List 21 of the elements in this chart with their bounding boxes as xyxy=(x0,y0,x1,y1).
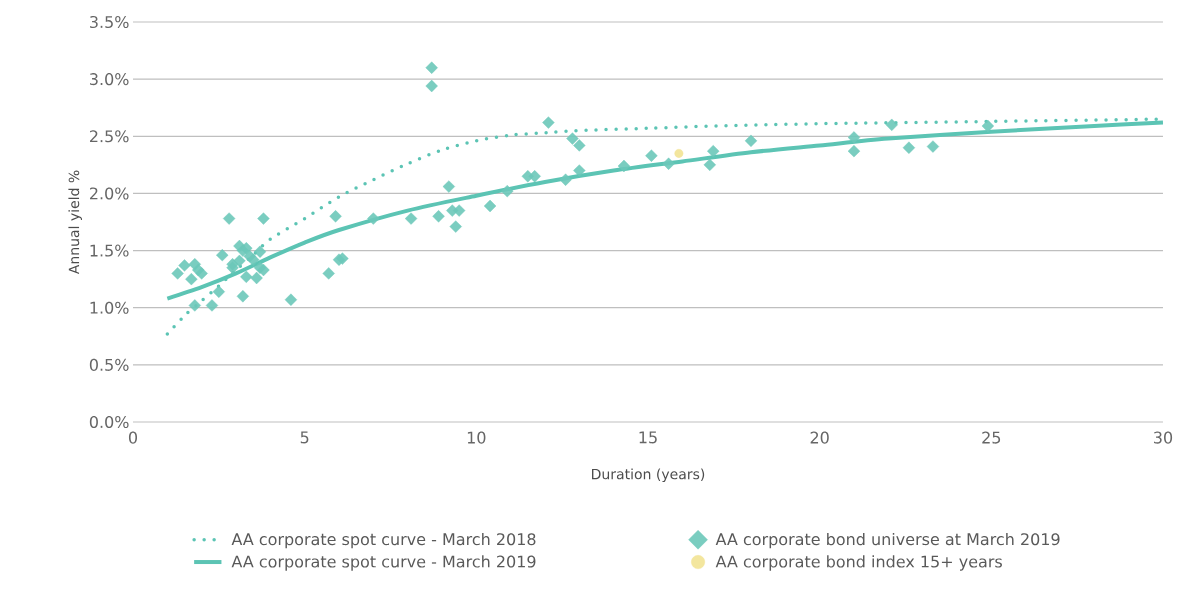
y-tick-label: 0.0% xyxy=(89,415,129,429)
x-tick-label: 20 xyxy=(810,431,829,444)
legend-label: AA corporate spot curve - March 2018 xyxy=(231,532,536,549)
x-tick-label: 5 xyxy=(300,431,309,444)
x-tick-label: 30 xyxy=(1154,431,1173,444)
x-tick-label: 0 xyxy=(128,431,138,444)
legend-label: AA corporate bond universe at March 2019 xyxy=(715,532,1060,549)
x-tick-label: 15 xyxy=(639,431,657,444)
y-tick-label: 1.5% xyxy=(90,244,129,257)
x-axis-title: Duration (years) xyxy=(592,468,705,483)
y-tick-label: 3.5% xyxy=(90,15,129,29)
y-tick-label: 2.0% xyxy=(90,187,129,200)
x-tick-label: 25 xyxy=(982,431,1001,444)
y-tick-label: 1.0% xyxy=(90,301,129,314)
y-tick-label: 3.0% xyxy=(90,73,129,86)
y-axis-title: Annual yield % xyxy=(68,170,82,275)
legend-label: AA corporate spot curve - March 2019 xyxy=(231,555,536,571)
y-tick-label: 2.5% xyxy=(90,130,129,143)
legend-label: AA corporate bond index 15+ years xyxy=(715,555,1002,571)
x-tick-label: 10 xyxy=(467,431,486,444)
y-tick-label: 0.5% xyxy=(89,358,129,371)
